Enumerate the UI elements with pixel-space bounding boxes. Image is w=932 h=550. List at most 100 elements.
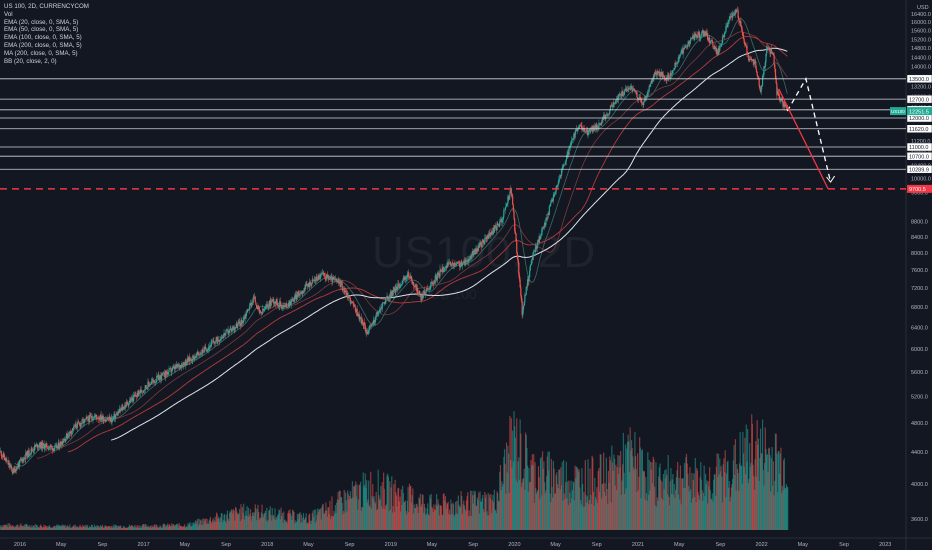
volume-bar xyxy=(359,485,361,530)
price-tick-label: 8800.0 xyxy=(911,219,928,225)
candle-body xyxy=(556,184,559,188)
candle-body xyxy=(78,423,80,424)
volume-bar xyxy=(459,506,461,530)
volume-bar xyxy=(603,452,605,530)
volume-bar xyxy=(126,527,128,530)
candle-body xyxy=(578,126,580,128)
candle-body xyxy=(349,298,351,304)
candle-body xyxy=(626,89,629,91)
candle-body xyxy=(672,70,674,74)
volume-bar xyxy=(682,478,684,530)
indicator-ema50[interactable]: EMA (50, close, 0, SMA, 5) xyxy=(4,26,79,34)
indicator-ema20[interactable]: EMA (20, close, 0, SMA, 5) xyxy=(4,18,79,26)
candle-body xyxy=(455,264,457,266)
red-projection-line[interactable] xyxy=(778,88,829,190)
level-label: 12700.0 xyxy=(909,97,929,103)
volume-bar xyxy=(440,505,442,530)
candle-body xyxy=(509,191,511,197)
indicator-ema100[interactable]: EMA (100, close, 0, SMA, 5) xyxy=(4,34,82,42)
volume-bar xyxy=(232,513,234,530)
volume-bar xyxy=(474,494,476,530)
volume-bar xyxy=(488,494,491,530)
time-tick-label: May xyxy=(798,542,809,548)
volume-bar xyxy=(50,527,53,530)
volume-bar xyxy=(631,447,633,530)
volume-bar xyxy=(724,450,726,530)
time-tick-label: Sep xyxy=(592,542,602,548)
volume-bar xyxy=(137,528,140,530)
candle-body xyxy=(430,281,432,286)
volume-bar xyxy=(223,514,225,530)
volume-bar xyxy=(648,459,650,530)
volume-bar xyxy=(229,511,231,530)
candle-body xyxy=(65,433,68,439)
price-axis-currency: USD xyxy=(917,5,929,11)
volume-bar xyxy=(668,496,670,530)
candle-body xyxy=(286,307,288,308)
volume-bar xyxy=(74,524,76,530)
volume-bar xyxy=(384,509,386,530)
candle-body xyxy=(47,448,49,450)
volume-bar xyxy=(571,490,574,530)
volume-bar xyxy=(163,523,165,530)
candle-body xyxy=(71,430,73,434)
volume-bar xyxy=(408,483,411,530)
candle-body xyxy=(742,32,744,35)
volume-bar xyxy=(134,524,136,530)
volume-bar xyxy=(512,461,514,530)
volume-bar xyxy=(318,509,320,530)
volume-bar xyxy=(46,526,48,530)
volume-bar xyxy=(347,490,349,530)
candle-body xyxy=(260,311,262,312)
candle-body xyxy=(105,419,107,422)
candle-body xyxy=(722,35,724,37)
candle-body xyxy=(6,460,8,462)
candle-body xyxy=(269,300,271,306)
candle-body xyxy=(207,347,210,350)
volume-bar xyxy=(717,453,720,530)
candle-body xyxy=(522,305,525,310)
volume-bar xyxy=(490,493,492,530)
candle-body xyxy=(163,372,165,377)
volume-bar xyxy=(105,526,108,530)
candle-body xyxy=(89,415,91,417)
volume-bar xyxy=(565,461,567,530)
candle-body xyxy=(654,72,656,76)
volume-bar xyxy=(497,500,500,530)
candle-body xyxy=(782,102,784,107)
volume-bar xyxy=(571,498,573,530)
volume-bar xyxy=(635,468,637,530)
symbol-title[interactable]: US 100, 2D, CURRENCYCOM xyxy=(4,3,89,10)
volume-bar xyxy=(400,489,402,530)
projection-path[interactable] xyxy=(786,77,832,183)
indicator-vol[interactable]: Vol xyxy=(4,10,13,18)
volume-bar xyxy=(365,488,367,530)
volume-bar xyxy=(101,524,104,530)
candle-body xyxy=(109,416,111,422)
indicator-bb[interactable]: BB (20, close, 2, 0) xyxy=(4,57,57,65)
candle-body xyxy=(495,227,497,231)
candle-body xyxy=(33,445,36,451)
volume-bar xyxy=(562,460,565,530)
candle-body xyxy=(192,355,194,361)
candle-body xyxy=(52,448,54,451)
candle-body xyxy=(36,443,38,448)
volume-bar xyxy=(351,481,353,530)
volume-bar xyxy=(574,465,576,530)
volume-bar xyxy=(323,513,326,530)
indicator-ma200[interactable]: MA (200, close, 0, SMA, 5) xyxy=(4,49,78,57)
volume-bar xyxy=(82,524,84,530)
indicator-ema200[interactable]: EMA (200, close, 0, SMA, 5) xyxy=(4,41,82,49)
volume-bar xyxy=(287,510,290,530)
candle-body xyxy=(21,459,23,460)
candle-body xyxy=(761,85,763,87)
volume-bar xyxy=(699,477,701,530)
candle-body xyxy=(613,103,616,105)
candle-body xyxy=(216,337,218,343)
candle-body xyxy=(317,279,319,281)
volume-bar xyxy=(742,431,744,530)
volume-bar xyxy=(224,520,226,530)
volume-bar xyxy=(529,482,531,530)
